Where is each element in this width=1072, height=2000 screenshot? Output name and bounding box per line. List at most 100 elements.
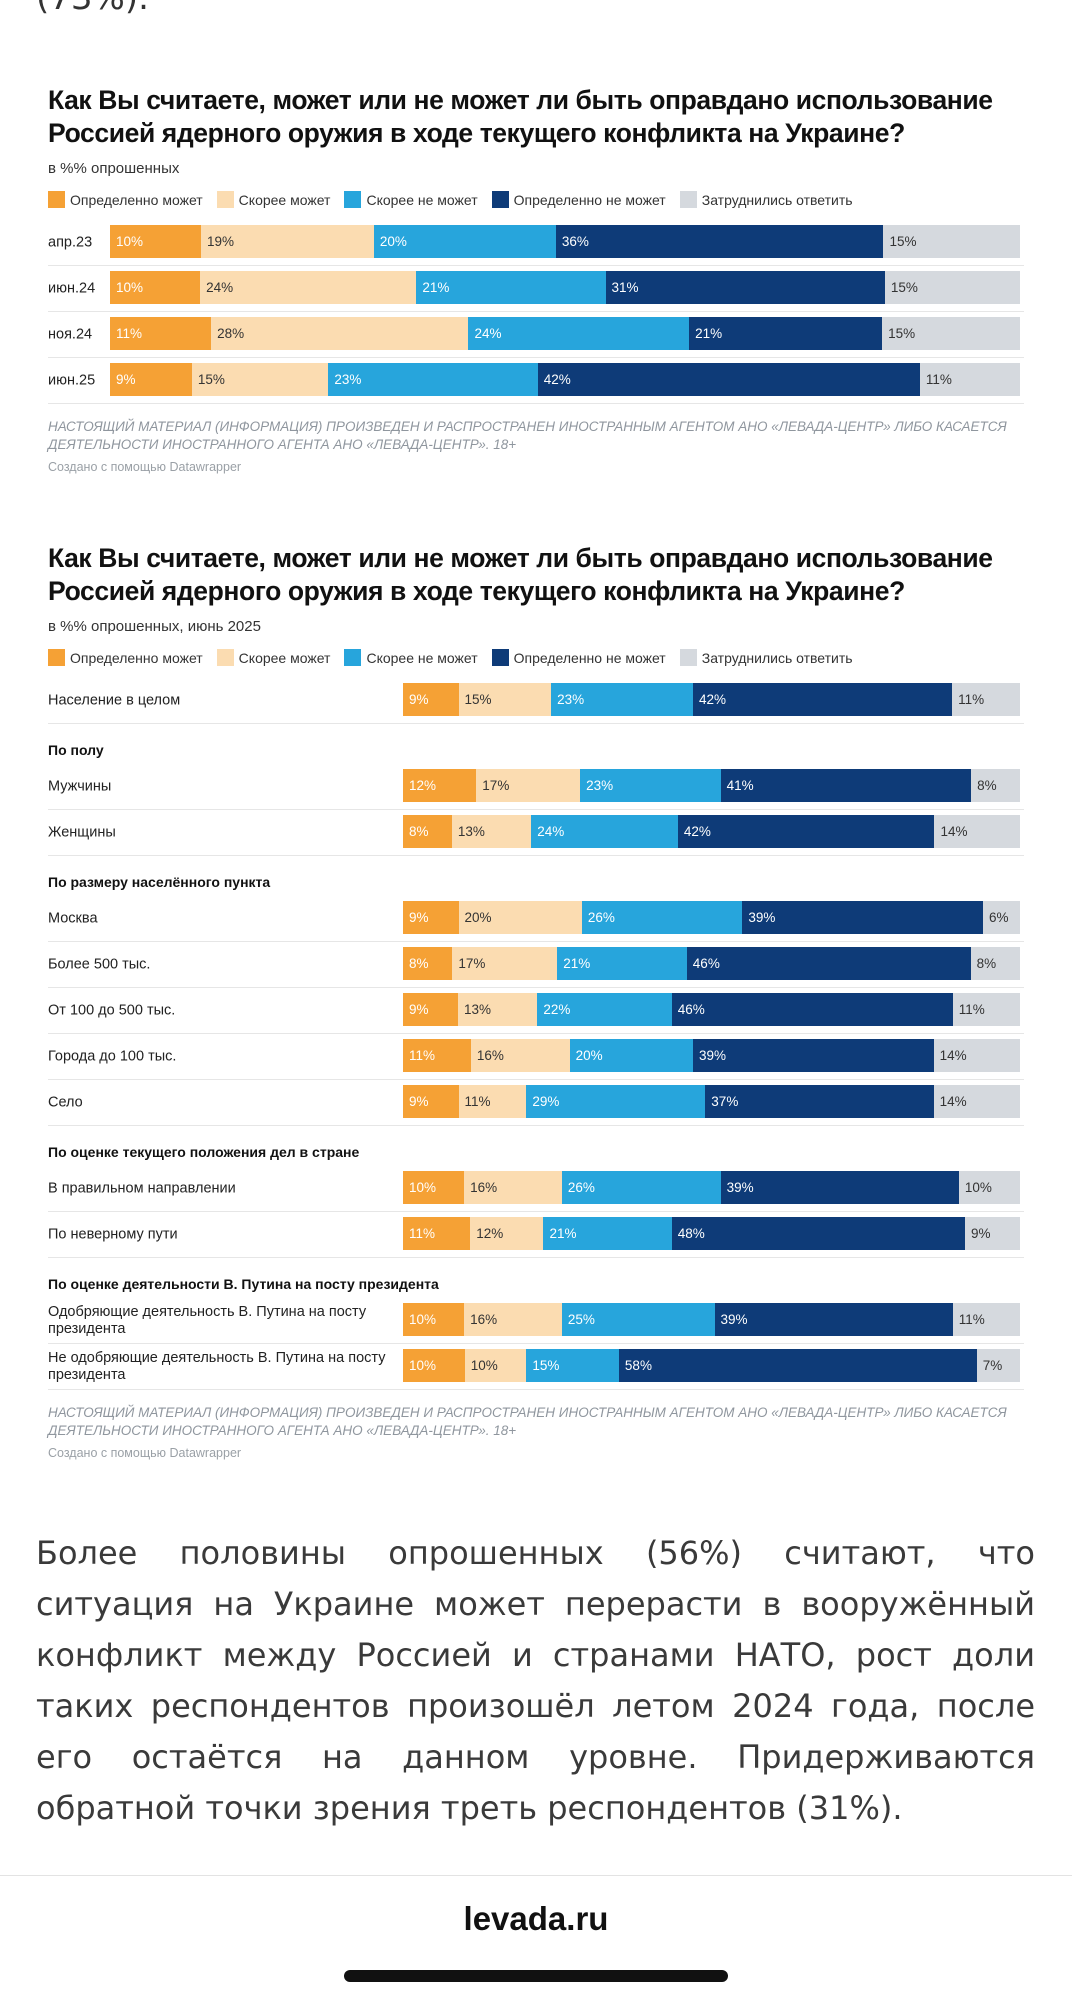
bar-segment-definitely-can: 10% [403,1171,465,1204]
bar-segment-undecided: 7% [976,1349,1020,1382]
chart-row: Женщины 8% 13% 24% 42% 14% [48,810,1024,856]
bar-segment-rather-can: 28% [211,317,469,350]
stacked-bar: 9% 15% 23% 42% 11% [403,683,1020,716]
row-divider [48,723,1024,724]
bar-segment-rather-cannot: 23% [551,683,693,716]
bar-segment-definitely-can: 10% [403,1349,465,1382]
bar-segment-definitely-cannot: 42% [692,683,953,716]
row-label: От 100 до 500 тыс. [48,1002,176,1019]
legend-item-definitely-cannot: Определенно не может [491,191,666,208]
row-group: По полу [48,724,1024,764]
bar-segment-rather-cannot: 29% [526,1085,706,1118]
bar-segment-definitely-cannot: 42% [677,815,935,848]
legend-swatch [48,191,65,208]
legend-item-undecided: Затруднились ответить [679,191,853,208]
legend-label: Определенно может [70,191,203,208]
bar-segment-definitely-can: 10% [110,225,201,258]
bar-segment-definitely-can: 11% [403,1039,471,1072]
chart-legend: Определенно может Скорее может Скорее не м… [48,649,1024,666]
bar-segment-definitely-can: 9% [403,901,459,934]
bar-segment-definitely-cannot: 31% [605,271,885,304]
legend-item-rather-cannot: Скорее не может [344,649,478,666]
bar-segment-undecided: 14% [933,1085,1020,1118]
row-label: Население в целом [48,692,181,709]
bar-segment-definitely-cannot: 41% [720,769,972,802]
home-indicator[interactable] [344,1970,728,1982]
legend-swatch [491,649,509,666]
bar-segment-definitely-cannot: 46% [686,947,971,980]
bar-segment-rather-cannot: 15% [526,1349,619,1382]
stacked-bar: 10% 16% 26% 39% 10% [403,1171,1020,1204]
chart-row: июн.25 9% 15% 23% 42% 11% [48,358,1024,404]
row-label: июн.24 [48,280,96,297]
bar-segment-definitely-can: 12% [403,769,477,802]
chart-rows: Население в целом 9% 15% 23% 42% 11% По полу Му… [48,678,1024,1390]
legend-label: Определенно может [70,649,203,666]
bar-segment-definitely-can: 11% [403,1217,471,1250]
bar-segment-undecided: 11% [952,1303,1020,1336]
bar-segment-rather-cannot: 22% [537,993,672,1026]
stacked-bar: 9% 13% 22% 46% 11% [403,993,1020,1026]
row-label: Города до 100 тыс. [48,1048,177,1065]
bar-segment-rather-can: 10% [464,1349,527,1382]
chart-nuclear-trend: Как Вы считаете, может или не может ли б… [48,84,1024,474]
bar-segment-undecided: 9% [964,1217,1020,1250]
chart-row: Более 500 тыс. 8% 17% 21% 46% 8% [48,942,1024,988]
stacked-bar: 11% 28% 24% 21% 15% [110,317,1020,350]
site-name[interactable]: levada.ru [463,1900,609,1937]
stacked-bar: 11% 12% 21% 48% 9% [403,1217,1020,1250]
bar-segment-rather-cannot: 21% [416,271,606,304]
bar-segment-rather-can: 17% [452,947,558,980]
chart-row: Города до 100 тыс. 11% 16% 20% 39% 14% [48,1034,1024,1080]
legend-item-undecided: Затруднились ответить [679,649,853,666]
row-divider [48,1343,1024,1344]
chart-title: Как Вы считаете, может или не может ли б… [48,85,993,148]
foreign-agent-note: НАСТОЯЩИЙ МАТЕРИАЛ (ИНФОРМАЦИЯ) ПРОИЗВЕД… [48,419,1007,452]
chart-row: Село 9% 11% 29% 37% 14% [48,1080,1024,1126]
chart-row: июн.24 10% 24% 21% 31% 15% [48,266,1024,312]
chart-row: Население в целом 9% 15% 23% 42% 11% [48,678,1024,724]
row-divider [48,403,1024,404]
row-group: По оценке деятельности В. Путина на пост… [48,1258,1024,1298]
bar-segment-definitely-can: 11% [110,317,212,350]
stacked-bar: 10% 16% 25% 39% 11% [403,1303,1020,1336]
row-divider [48,265,1024,266]
bar-segment-rather-can: 11% [458,1085,527,1118]
bar-segment-undecided: 8% [970,947,1020,980]
legend-swatch [679,191,697,208]
chart-row: ноя.24 11% 28% 24% 21% 15% [48,312,1024,358]
row-divider [48,1257,1024,1258]
group-label: По оценке деятельности В. Путина на пост… [48,1276,439,1292]
bar-segment-rather-cannot: 24% [531,815,678,848]
bar-segment-definitely-can: 8% [403,815,452,848]
bar-segment-undecided: 15% [884,271,1020,304]
bar-segment-definitely-cannot: 42% [537,363,920,396]
chart-row: апр.23 10% 19% 20% 36% 15% [48,220,1024,266]
row-divider [48,1079,1024,1080]
bar-segment-undecided: 14% [934,815,1020,848]
datawrapper-credit[interactable]: Создано с помощью Datawrapper [48,1446,242,1460]
chart-nuclear-by-group: Как Вы считаете, может или не может ли б… [48,542,1024,1460]
bar-segment-definitely-can: 9% [110,363,192,396]
datawrapper-credit[interactable]: Создано с помощью Datawrapper [48,460,242,474]
chart-rows: апр.23 10% 19% 20% 36% 15% июн.24 10% 24% 21% 31% 1… [48,220,1024,404]
bar-segment-rather-can: 12% [470,1217,544,1250]
chart-subtitle: в %% опрошенных [48,160,180,177]
row-label: По неверному пути [48,1226,178,1243]
legend-label: Определенно не может [513,649,666,666]
row-label: Более 500 тыс. [48,956,151,973]
bar-segment-definitely-cannot: 46% [671,993,953,1026]
bar-segment-undecided: 10% [958,1171,1020,1204]
bar-segment-rather-cannot: 24% [468,317,690,350]
bar-segment-definitely-cannot: 39% [692,1039,934,1072]
bar-segment-definitely-can: 9% [403,1085,459,1118]
stacked-bar: 10% 24% 21% 31% 15% [110,271,1020,304]
bar-segment-definitely-can: 8% [403,947,453,980]
row-divider [48,1211,1024,1212]
chart-row: По неверному пути 11% 12% 21% 48% 9% [48,1212,1024,1258]
stacked-bar: 9% 15% 23% 42% 11% [110,363,1020,396]
chart-legend: Определенно может Скорее может Скорее не м… [48,191,1024,208]
footer-divider [0,1875,1072,1876]
bar-segment-undecided: 15% [883,225,1020,258]
row-divider [48,1389,1024,1390]
